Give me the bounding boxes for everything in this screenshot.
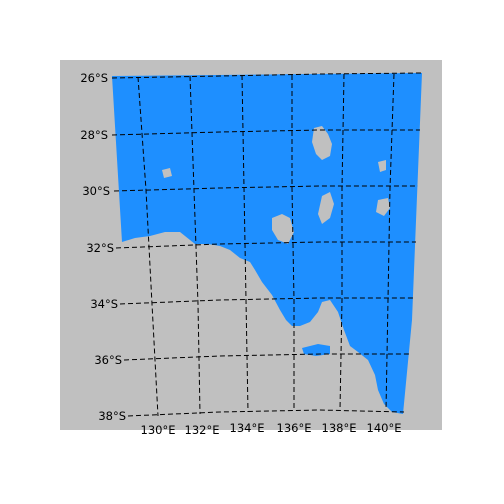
- small-lake-east: [378, 160, 386, 172]
- lake-gairdner: [272, 214, 294, 244]
- lon-label-138e: 138°E: [322, 421, 357, 435]
- kangaroo-island: [302, 344, 330, 356]
- region-fill: [112, 73, 422, 414]
- lat-label-38s: 38°S: [98, 409, 126, 423]
- lat-label-34s: 34°S: [90, 297, 118, 311]
- lat-label-36s: 36°S: [94, 353, 122, 367]
- lon-label-130e: 130°E: [141, 423, 176, 437]
- small-lake-north: [162, 168, 172, 178]
- lat-label-28s: 28°S: [80, 128, 108, 142]
- lat-label-30s: 30°S: [82, 184, 110, 198]
- lat-label-26s: 26°S: [80, 71, 108, 85]
- lon-label-140e: 140°E: [367, 421, 402, 435]
- lon-label-136e: 136°E: [277, 421, 312, 435]
- lon-label-132e: 132°E: [185, 423, 220, 437]
- longitude-gridlines: [137, 73, 395, 417]
- latitude-gridlines: [111, 72, 423, 417]
- longitude-labels: 130°E 132°E 134°E 136°E 138°E 140°E: [141, 421, 402, 437]
- lat-label-32s: 32°S: [86, 241, 114, 255]
- lake-frome: [376, 198, 390, 216]
- latitude-labels: 26°S 28°S 30°S 32°S 34°S 36°S 38°S: [80, 71, 126, 423]
- lon-label-134e: 134°E: [230, 421, 265, 435]
- lake-torrens: [318, 192, 334, 224]
- lake-eyre: [312, 126, 332, 160]
